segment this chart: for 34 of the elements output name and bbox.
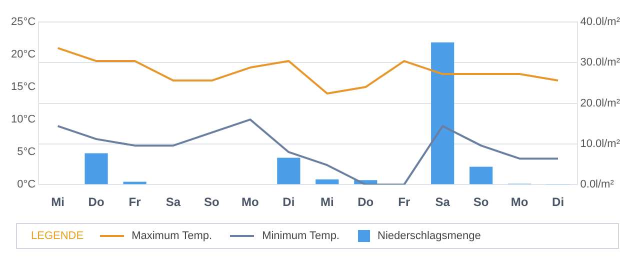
legend-label: Niederschlagsmenge xyxy=(378,230,481,242)
y-tick-label: 10°C xyxy=(11,114,36,126)
y-tick-label: 15°C xyxy=(11,81,36,94)
y-tick-label: 20°C xyxy=(11,48,36,61)
bar xyxy=(431,42,454,184)
x-tick-label: Mi xyxy=(51,195,64,210)
y-tick-label: 5°C xyxy=(17,146,36,158)
x-tick-label: Di xyxy=(552,195,564,210)
legend-title: LEGENDE xyxy=(31,230,84,242)
x-tick-label: Fr xyxy=(128,195,142,210)
x-tick-label: Sa xyxy=(435,195,450,210)
legend-label: Minimum Temp. xyxy=(262,230,340,242)
y2-tick-label: 0.0l/m² xyxy=(580,178,614,191)
y-tick-label: 0°C xyxy=(17,178,36,191)
x-tick-label: Sa xyxy=(166,195,181,210)
bar xyxy=(84,153,108,184)
x-tick-label: Fr xyxy=(398,195,410,210)
y2-tick-label: 40.0l/m² xyxy=(580,16,620,28)
x-tick-label: Mo xyxy=(510,195,528,210)
x-tick-label: Do xyxy=(358,195,374,210)
x-tick-label: So xyxy=(204,195,220,210)
y2-tick-label: 20.0l/m² xyxy=(580,97,620,110)
y-tick-label: 25°C xyxy=(11,16,36,28)
bar xyxy=(470,166,493,184)
x-tick-label: Di xyxy=(282,195,295,210)
x-tick-label: So xyxy=(473,195,489,210)
x-tick-label: Do xyxy=(88,195,104,210)
legend-label: Maximum Temp. xyxy=(132,230,212,242)
y2-tick-label: 10.0l/m² xyxy=(580,138,620,150)
bar xyxy=(316,179,339,184)
x-tick-label: Mo xyxy=(242,195,259,210)
y2-tick-label: 30.0l/m² xyxy=(580,56,620,69)
x-tick-label: Mi xyxy=(320,195,334,210)
bar xyxy=(277,158,300,184)
